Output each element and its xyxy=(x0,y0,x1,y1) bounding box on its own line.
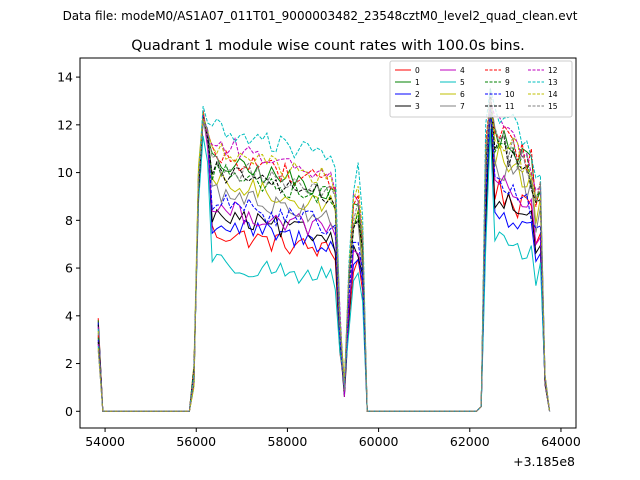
legend-label-9: 9 xyxy=(505,78,510,87)
legend-box xyxy=(389,60,573,118)
x-tick-label: 58000 xyxy=(268,434,308,449)
y-tick-label: 14 xyxy=(57,70,73,85)
legend-label-8: 8 xyxy=(505,66,510,75)
y-tick-label: 8 xyxy=(65,213,73,228)
figure-suptitle: Data file: modeM0/AS1A07_011T01_90000034… xyxy=(63,9,578,23)
legend-label-10: 10 xyxy=(505,90,515,99)
legend-label-4: 4 xyxy=(460,66,465,75)
y-tick-label: 12 xyxy=(57,117,73,132)
series-lines xyxy=(97,88,551,412)
legend-label-5: 5 xyxy=(460,78,465,87)
legend-label-14: 14 xyxy=(548,90,558,99)
y-tick-label: 2 xyxy=(65,356,73,371)
x-axis: 54000 56000 58000 60000 62000 64000 xyxy=(85,428,581,449)
legend-label-0: 0 xyxy=(415,66,420,75)
plot-frame xyxy=(79,57,577,429)
legend-label-1: 1 xyxy=(415,78,420,87)
x-tick-label: 60000 xyxy=(359,434,399,449)
legend-label-13: 13 xyxy=(548,78,558,87)
y-tick-label: 4 xyxy=(65,308,73,323)
x-tick-label: 56000 xyxy=(176,434,216,449)
legend-label-2: 2 xyxy=(415,90,420,99)
plot-area xyxy=(97,88,551,412)
legend-label-6: 6 xyxy=(460,90,465,99)
x-offset-label: +3.185e8 xyxy=(513,454,575,469)
legend-label-7: 7 xyxy=(460,102,465,111)
x-tick-label: 62000 xyxy=(450,434,490,449)
series-line-14 xyxy=(97,98,551,412)
x-tick-label: 64000 xyxy=(541,434,581,449)
y-axis: 0 2 4 6 8 10 12 14 xyxy=(57,70,80,419)
legend-label-12: 12 xyxy=(548,66,558,75)
y-tick-label: 0 xyxy=(65,404,73,419)
y-tick-label: 10 xyxy=(57,165,73,180)
chart-title: Quadrant 1 module wise count rates with … xyxy=(131,38,525,54)
legend-label-11: 11 xyxy=(505,102,515,111)
legend-label-3: 3 xyxy=(415,102,420,111)
x-tick-label: 54000 xyxy=(85,434,125,449)
series-line-15 xyxy=(97,99,551,412)
y-tick-label: 6 xyxy=(65,261,73,276)
legend-label-15: 15 xyxy=(548,102,558,111)
